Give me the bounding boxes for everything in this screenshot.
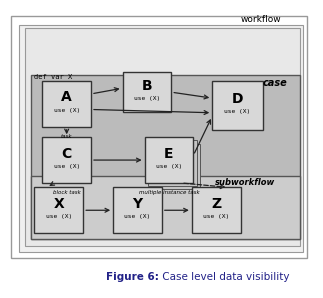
FancyBboxPatch shape bbox=[192, 187, 241, 233]
Text: C: C bbox=[62, 147, 72, 161]
FancyBboxPatch shape bbox=[212, 81, 263, 130]
Text: subworkflow: subworkflow bbox=[215, 178, 276, 187]
FancyBboxPatch shape bbox=[42, 81, 91, 127]
Text: D: D bbox=[232, 92, 243, 106]
FancyBboxPatch shape bbox=[42, 137, 91, 183]
FancyBboxPatch shape bbox=[31, 176, 300, 239]
Text: X: X bbox=[53, 197, 64, 211]
FancyBboxPatch shape bbox=[122, 72, 171, 112]
Text: block task: block task bbox=[53, 190, 80, 195]
Text: use (X): use (X) bbox=[54, 108, 80, 113]
FancyBboxPatch shape bbox=[148, 140, 197, 186]
Text: use (X): use (X) bbox=[54, 164, 80, 169]
Text: use (X): use (X) bbox=[124, 214, 151, 219]
FancyBboxPatch shape bbox=[151, 144, 200, 190]
Text: workflow: workflow bbox=[241, 15, 281, 24]
Text: use (X): use (X) bbox=[134, 96, 160, 101]
Text: task: task bbox=[61, 134, 72, 139]
Text: multiple instance task: multiple instance task bbox=[139, 190, 199, 195]
Text: use (X): use (X) bbox=[46, 214, 72, 219]
Text: def var X: def var X bbox=[35, 74, 73, 80]
Text: B: B bbox=[141, 79, 152, 93]
Text: Case level data visibility: Case level data visibility bbox=[159, 272, 289, 283]
Text: use (X): use (X) bbox=[156, 164, 182, 169]
Text: use (X): use (X) bbox=[224, 109, 251, 114]
FancyBboxPatch shape bbox=[11, 16, 307, 258]
Text: use (X): use (X) bbox=[203, 214, 229, 219]
FancyBboxPatch shape bbox=[25, 28, 300, 246]
Text: A: A bbox=[61, 91, 72, 105]
Text: case: case bbox=[263, 78, 287, 88]
FancyBboxPatch shape bbox=[19, 25, 303, 252]
Text: Figure 6:: Figure 6: bbox=[106, 272, 159, 283]
FancyBboxPatch shape bbox=[113, 187, 162, 233]
FancyBboxPatch shape bbox=[35, 187, 83, 233]
Text: Z: Z bbox=[211, 197, 221, 211]
Text: E: E bbox=[164, 147, 174, 161]
FancyBboxPatch shape bbox=[31, 75, 300, 239]
FancyBboxPatch shape bbox=[145, 137, 193, 183]
Text: Y: Y bbox=[132, 197, 142, 211]
